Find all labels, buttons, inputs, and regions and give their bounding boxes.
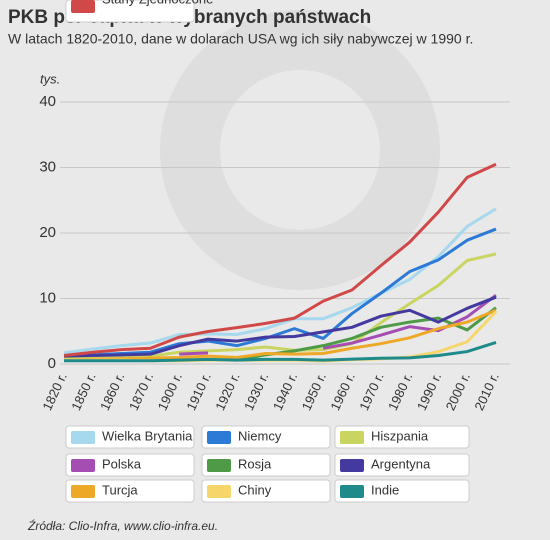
x-tick-label: 1970 r. — [356, 370, 386, 412]
legend-label: Polska — [102, 456, 142, 471]
legend-label: Turcja — [102, 482, 138, 497]
legend-label: Argentyna — [371, 456, 431, 471]
legend-swatch — [207, 459, 231, 472]
legend-label: Stany Zjednoczone — [102, 0, 213, 6]
y-tick-label: 40 — [39, 93, 56, 110]
legend-swatch — [207, 431, 231, 444]
legend-swatch — [207, 485, 231, 498]
legend-swatch — [71, 459, 95, 472]
legend-box — [65, 425, 195, 449]
watermark — [160, 10, 440, 290]
y-tick-label: 0 — [48, 355, 56, 372]
legend-box — [65, 0, 195, 23]
legend-box — [201, 479, 331, 503]
x-tick-label: 1940 r. — [270, 370, 300, 412]
series-line — [63, 227, 497, 359]
x-tick-label: 1860 r. — [97, 370, 127, 412]
legend-swatch — [71, 0, 95, 13]
legend-swatch — [340, 485, 364, 498]
y-tick-label: 20 — [39, 224, 56, 241]
x-tick-label: 1950 r. — [299, 370, 329, 412]
x-tick-label: 1960 r. — [327, 370, 357, 412]
legend-swatch — [340, 431, 364, 444]
x-tick-label: 1850 r. — [68, 370, 98, 412]
legend-label: Chiny — [238, 482, 272, 497]
legend-box — [334, 479, 470, 503]
y-unit: tys. — [40, 71, 60, 86]
legend-label: Wielka Brytania — [102, 428, 193, 443]
x-tick-label: 1980 r. — [385, 370, 415, 412]
legend-box — [201, 425, 331, 449]
series-line — [63, 252, 497, 359]
legend-box — [65, 479, 195, 503]
series-line — [179, 294, 497, 356]
legend-swatch — [71, 431, 95, 444]
legend-box — [334, 425, 470, 449]
series-line — [63, 207, 497, 355]
legend-label: Niemcy — [238, 428, 282, 443]
series-line — [63, 295, 497, 358]
series-line — [64, 340, 497, 363]
y-tick-label: 10 — [39, 289, 56, 306]
source: Źródła: Clio-Infra, www.clio-infra.eu. — [27, 518, 218, 533]
x-tick-label: 2010 r. — [471, 370, 501, 412]
x-tick-label: 1910 r. — [183, 370, 213, 412]
legend-swatch — [340, 459, 364, 472]
x-tick-label: 1930 r. — [241, 370, 271, 412]
legend-box — [334, 453, 470, 477]
legend-label: Rosja — [238, 456, 272, 471]
legend-label: Indie — [371, 482, 399, 497]
legend-swatch — [71, 485, 95, 498]
series-line — [63, 162, 497, 357]
x-tick-label: 1870 r. — [126, 370, 156, 412]
series-line — [63, 308, 497, 362]
x-tick-label: 1990 r. — [414, 370, 444, 412]
x-tick-label: 1820 r. — [39, 370, 69, 412]
legend-label: Hiszpania — [371, 428, 429, 443]
chart-subtitle: W latach 1820-2010, dane w dolarach USA … — [8, 31, 473, 47]
legend-box — [201, 453, 331, 477]
x-tick-label: 1920 r. — [212, 370, 242, 412]
x-tick-label: 2000 r. — [443, 370, 473, 412]
x-tick-label: 1900 r. — [155, 370, 185, 412]
legend-box — [65, 453, 195, 477]
y-tick-label: 30 — [39, 158, 56, 175]
